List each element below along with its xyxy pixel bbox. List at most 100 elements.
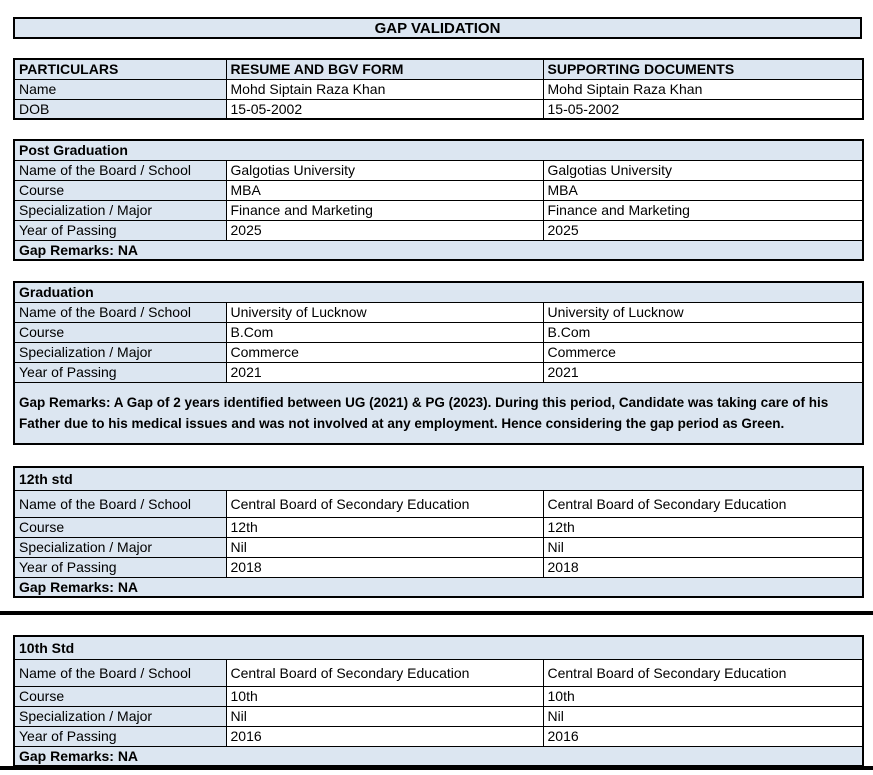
row-label-board: Name of the Board / School: [13, 159, 227, 181]
gap-remarks-row: Gap Remarks: A Gap of 2 years identified…: [13, 381, 864, 445]
row-label-course: Course: [13, 321, 227, 343]
resume-value-specialization: Commerce: [225, 341, 544, 363]
table-row: Course 12th 12th: [13, 516, 864, 538]
row-label-specialization: Specialization / Major: [13, 341, 227, 363]
row-label-course: Course: [13, 516, 227, 538]
supporting-value-board: Central Board of Secondary Education: [542, 658, 864, 687]
supporting-value-name: Mohd Siptain Raza Khan: [542, 78, 864, 100]
table-row: Course MBA MBA: [13, 179, 864, 201]
supporting-value-board: Central Board of Secondary Education: [542, 489, 864, 518]
supporting-value-year: 2021: [542, 361, 864, 383]
section-title: 12th std: [13, 466, 864, 491]
section-table-12th-std: 12th std Name of the Board / School Cent…: [13, 466, 865, 598]
table-row: Name of the Board / School Central Board…: [13, 658, 864, 687]
table-row: Specialization / Major Commerce Commerce: [13, 341, 864, 363]
resume-value-year: 2018: [225, 556, 544, 578]
resume-value-specialization: Nil: [225, 536, 544, 558]
resume-value-specialization: Finance and Marketing: [225, 199, 544, 221]
supporting-value-course: 10th: [542, 685, 864, 707]
table-row: Specialization / Major Nil Nil: [13, 536, 864, 558]
supporting-value-course: 12th: [542, 516, 864, 538]
row-label-year: Year of Passing: [13, 361, 227, 383]
resume-value-course: 10th: [225, 685, 544, 707]
resume-value-course: 12th: [225, 516, 544, 538]
row-label-specialization: Specialization / Major: [13, 536, 227, 558]
resume-value-year: 2016: [225, 725, 544, 747]
particulars-table: PARTICULARS RESUME AND BGV FORM SUPPORTI…: [13, 58, 864, 120]
section-table-10th-std: 10th Std Name of the Board / School Cent…: [13, 635, 865, 767]
resume-value-board: Galgotias University: [225, 159, 544, 181]
supporting-value-year: 2025: [542, 219, 864, 241]
gap-remarks: Gap Remarks: NA: [13, 239, 864, 261]
row-label-year: Year of Passing: [13, 556, 227, 578]
section-title: 10th Std: [13, 635, 864, 660]
page-title: GAP VALIDATION: [374, 19, 501, 37]
supporting-value-specialization: Commerce: [542, 341, 864, 363]
supporting-value-year: 2018: [542, 556, 864, 578]
table-row: Name of the Board / School Central Board…: [13, 489, 864, 518]
header-particulars: PARTICULARS: [13, 58, 227, 80]
supporting-value-specialization: Nil: [542, 705, 864, 727]
bottom-separator-line: [0, 766, 873, 770]
table-row: Name of the Board / School University of…: [13, 301, 864, 323]
row-label-specialization: Specialization / Major: [13, 199, 227, 221]
resume-value-specialization: Nil: [225, 705, 544, 727]
gap-remarks-paragraph: Gap Remarks: A Gap of 2 years identified…: [13, 381, 864, 445]
resume-value-board: Central Board of Secondary Education: [225, 658, 544, 687]
section-title-row: Post Graduation: [13, 139, 864, 161]
supporting-value-year: 2016: [542, 725, 864, 747]
resume-value-course: MBA: [225, 179, 544, 201]
supporting-value-course: B.Com: [542, 321, 864, 343]
table-row: Course 10th 10th: [13, 685, 864, 707]
row-label-name: Name: [13, 78, 227, 100]
header-resume-bgv-form: RESUME AND BGV FORM: [225, 58, 544, 80]
gap-remarks: Gap Remarks: NA: [13, 745, 864, 767]
supporting-value-board: Galgotias University: [542, 159, 864, 181]
supporting-value-specialization: Finance and Marketing: [542, 199, 864, 221]
gap-remarks: Gap Remarks: NA: [13, 576, 864, 598]
row-label-year: Year of Passing: [13, 219, 227, 241]
table-row: Specialization / Major Nil Nil: [13, 705, 864, 727]
section-title-row: 10th Std: [13, 635, 864, 660]
supporting-value-course: MBA: [542, 179, 864, 201]
table-row: Year of Passing 2025 2025: [13, 219, 864, 241]
row-label-board: Name of the Board / School: [13, 301, 227, 323]
table-row: DOB 15-05-2002 15-05-2002: [13, 98, 864, 120]
row-label-board: Name of the Board / School: [13, 489, 227, 518]
row-label-specialization: Specialization / Major: [13, 705, 227, 727]
page-break-separator-line: [0, 611, 873, 615]
section-table-graduation: Graduation Name of the Board / School Un…: [13, 281, 865, 445]
gap-remarks-row: Gap Remarks: NA: [13, 239, 864, 261]
gap-remarks-row: Gap Remarks: NA: [13, 576, 864, 598]
table-row: Course B.Com B.Com: [13, 321, 864, 343]
gap-remarks-row: Gap Remarks: NA: [13, 745, 864, 767]
resume-value-dob: 15-05-2002: [225, 98, 544, 120]
resume-value-name: Mohd Siptain Raza Khan: [225, 78, 544, 100]
row-label-course: Course: [13, 179, 227, 201]
resume-value-course: B.Com: [225, 321, 544, 343]
table-row: Name Mohd Siptain Raza Khan Mohd Siptain…: [13, 78, 864, 100]
row-label-year: Year of Passing: [13, 725, 227, 747]
document-title-bar: GAP VALIDATION: [13, 17, 862, 39]
supporting-value-dob: 15-05-2002: [542, 98, 864, 120]
row-label-dob: DOB: [13, 98, 227, 120]
document-content: GAP VALIDATION PARTICULARS RESUME AND BG…: [13, 17, 865, 767]
resume-value-year: 2021: [225, 361, 544, 383]
supporting-value-specialization: Nil: [542, 536, 864, 558]
table-row: Specialization / Major Finance and Marke…: [13, 199, 864, 221]
table-row: Year of Passing 2021 2021: [13, 361, 864, 383]
resume-value-year: 2025: [225, 219, 544, 241]
supporting-value-board: University of Lucknow: [542, 301, 864, 323]
section-table-post-graduation: Post Graduation Name of the Board / Scho…: [13, 139, 865, 261]
row-label-course: Course: [13, 685, 227, 707]
table-header-row: PARTICULARS RESUME AND BGV FORM SUPPORTI…: [13, 58, 864, 80]
row-label-board: Name of the Board / School: [13, 658, 227, 687]
table-row: Name of the Board / School Galgotias Uni…: [13, 159, 864, 181]
header-supporting-documents: SUPPORTING DOCUMENTS: [542, 58, 864, 80]
table-row: Year of Passing 2016 2016: [13, 725, 864, 747]
section-title-row: 12th std: [13, 466, 864, 491]
resume-value-board: University of Lucknow: [225, 301, 544, 323]
section-title: Graduation: [13, 281, 864, 303]
resume-value-board: Central Board of Secondary Education: [225, 489, 544, 518]
